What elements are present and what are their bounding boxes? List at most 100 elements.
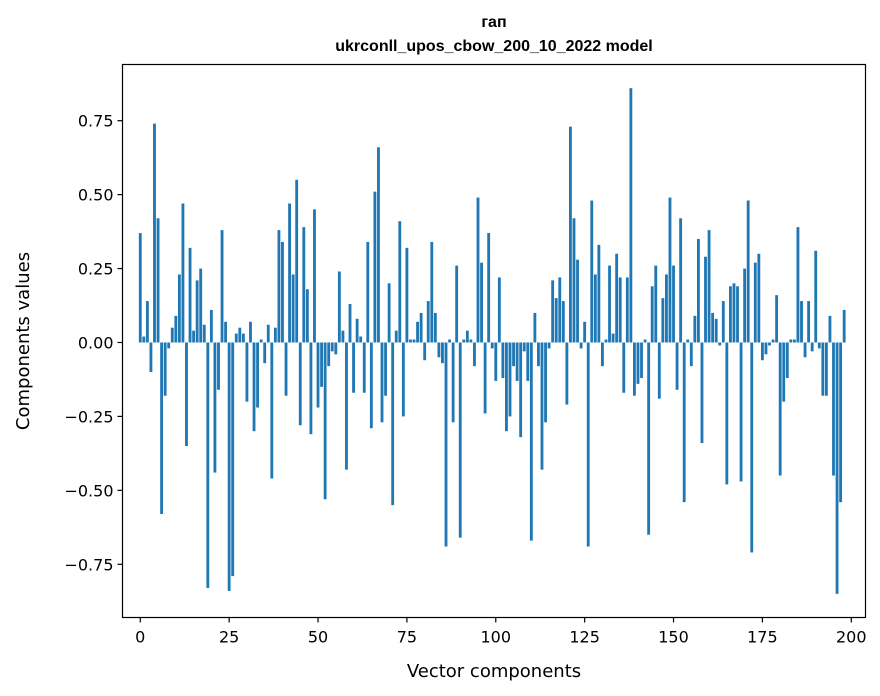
bar: [558, 277, 562, 343]
bar: [604, 339, 608, 343]
bar: [387, 283, 391, 343]
bar: [270, 342, 274, 479]
bar: [185, 342, 188, 446]
bar: [547, 342, 551, 349]
x-tick-label: 50: [308, 628, 328, 647]
bar: [373, 191, 377, 343]
bar: [174, 315, 178, 343]
bar: [206, 342, 210, 588]
bar: [266, 324, 270, 343]
bar: [160, 342, 164, 514]
bar: [832, 342, 835, 476]
bar: [537, 342, 540, 367]
bar: [835, 342, 839, 594]
bar: [480, 262, 483, 343]
bar: [156, 218, 160, 343]
bar: [771, 339, 775, 343]
bar: [448, 339, 451, 343]
bar: [689, 342, 693, 367]
bar: [668, 197, 672, 343]
bar: [316, 342, 320, 408]
plot-frame: [121, 63, 867, 619]
bar: [675, 342, 679, 390]
bar: [579, 342, 583, 349]
bar: [252, 342, 256, 432]
bar: [153, 123, 156, 343]
bar: [412, 339, 416, 343]
bar: [768, 342, 771, 346]
bar: [227, 342, 231, 591]
x-tick-label: 125: [569, 628, 600, 647]
bar: [483, 342, 487, 414]
bar: [238, 327, 242, 343]
bar: [181, 203, 185, 343]
bar: [256, 342, 260, 408]
bar: [430, 241, 434, 343]
bar: [526, 342, 530, 381]
bar: [533, 312, 537, 343]
bar: [746, 200, 750, 343]
bar: [302, 227, 306, 343]
bar: [828, 315, 832, 343]
x-tick-label: 150: [658, 628, 689, 647]
bar: [213, 342, 217, 473]
bar: [142, 336, 146, 343]
bar: [633, 342, 636, 396]
bar: [416, 321, 419, 343]
bar: [650, 286, 654, 343]
x-tick-label: 25: [219, 628, 239, 647]
bar: [209, 309, 213, 343]
bar: [284, 342, 288, 396]
bar: [337, 271, 341, 343]
x-axis-label: Vector components: [407, 661, 581, 682]
bar: [508, 342, 512, 417]
bar: [145, 301, 149, 343]
bar: [597, 244, 601, 343]
bar: [149, 342, 153, 373]
bar: [487, 233, 491, 343]
bar: [803, 342, 807, 358]
bar: [291, 274, 295, 343]
bar: [647, 342, 651, 535]
bar: [796, 227, 800, 343]
bar: [586, 342, 590, 547]
bar: [309, 342, 313, 435]
bar: [665, 274, 668, 343]
y-tick-label: −0.25: [64, 407, 113, 426]
bar: [657, 342, 661, 399]
x-axis-ticks: 0 25 50 75 100 125 150 175 200: [135, 617, 867, 647]
bar: [775, 295, 779, 343]
bar: [732, 283, 736, 343]
bar: [810, 342, 814, 352]
bar: [842, 309, 846, 343]
bar: [369, 342, 373, 429]
bar: [202, 324, 206, 343]
bar: [590, 200, 594, 343]
bar: [288, 203, 291, 343]
bar: [565, 342, 569, 405]
bar: [696, 238, 700, 343]
bar: [451, 342, 455, 423]
bar: [714, 318, 718, 343]
bar: [704, 256, 707, 343]
bar: [217, 342, 220, 390]
bar: [554, 298, 558, 343]
bar: [277, 230, 281, 343]
bar: [757, 253, 761, 343]
bar: [760, 342, 764, 361]
bar: [700, 342, 704, 444]
bar: [320, 342, 323, 387]
bar: [249, 321, 252, 343]
bar: [348, 304, 352, 343]
bar: [643, 339, 647, 343]
bar: [476, 197, 480, 343]
y-tick-label: −0.75: [64, 555, 113, 574]
bar: [778, 342, 782, 476]
bar: [384, 342, 387, 396]
y-tick-label: 0.25: [78, 260, 114, 279]
bar: [800, 301, 803, 343]
bar: [679, 218, 683, 343]
bar: [682, 342, 686, 503]
bar: [195, 280, 199, 343]
